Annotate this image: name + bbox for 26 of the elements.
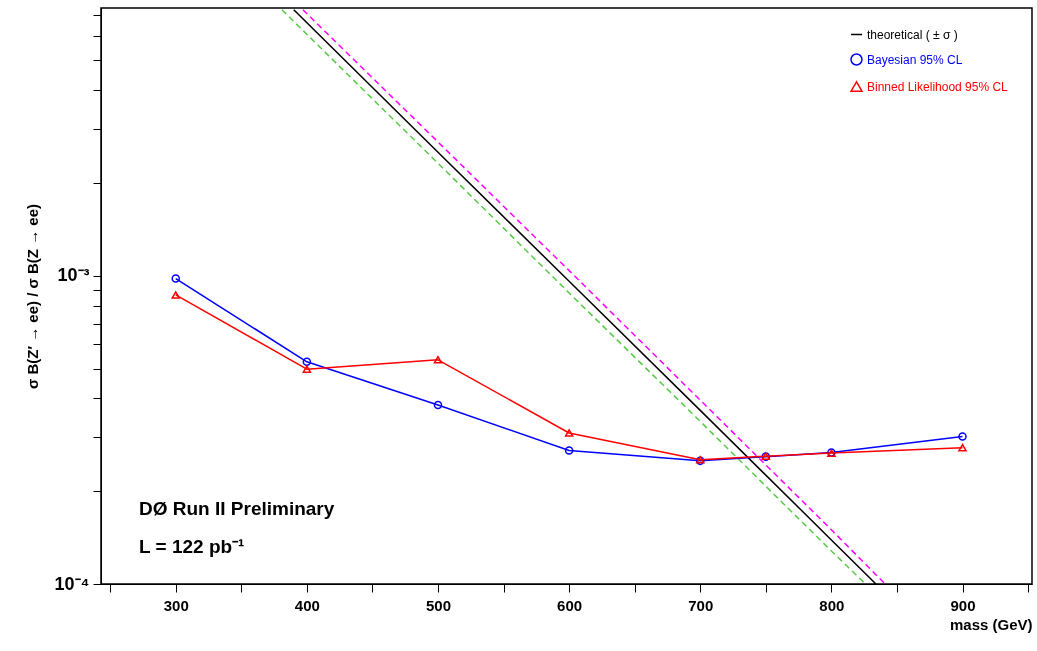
point (171, 274, 181, 283)
x-tick-label: 600 (557, 596, 583, 614)
x-axis-title: mass (GeV) (949, 615, 1033, 633)
x-tick-label: 500 (425, 596, 452, 614)
x-tick-label: 300 (163, 596, 189, 614)
point (564, 429, 574, 437)
annotation: L = 122 pb⁻¹ (139, 536, 245, 557)
point (433, 400, 443, 410)
legend-label: theoretical ( ± σ ) (867, 27, 958, 42)
y-tick-label: 10⁻⁴ (54, 573, 90, 594)
x-tick-label: 400 (294, 596, 320, 614)
point (958, 443, 967, 452)
x-tick-label: 700 (688, 596, 714, 614)
y-axis-title: σ B(Z′ → ee) / σ B(Z → ee) (23, 204, 41, 389)
point (302, 365, 312, 373)
legend-label: Bayesian 95% CL (867, 52, 963, 67)
y-tick-label: 10⁻³ (57, 265, 90, 286)
legend-label: Binned Likelihood 95% CL (867, 79, 1009, 94)
x-tick-label: 900 (950, 596, 976, 614)
point (433, 356, 443, 364)
x-tick-label: 800 (819, 596, 845, 614)
point (564, 446, 574, 455)
point (171, 291, 181, 299)
point (302, 357, 312, 367)
annotation: DØ Run II Preliminary (139, 498, 335, 519)
point (958, 432, 967, 441)
